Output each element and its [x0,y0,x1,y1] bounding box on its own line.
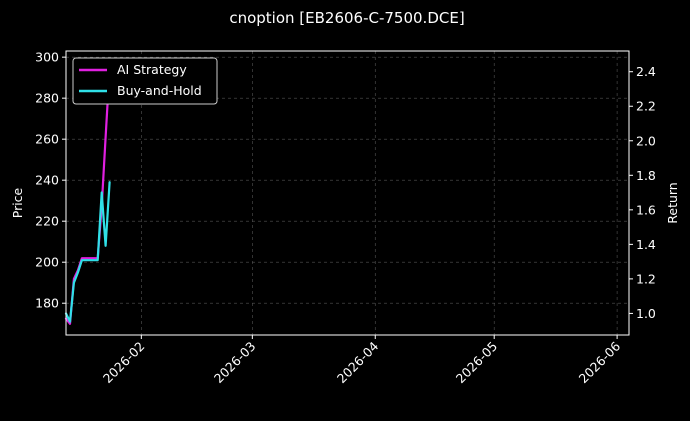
legend-box [72,57,218,105]
legend-label-buy-and-hold: Buy-and-Hold [117,83,202,98]
series-layer [64,67,111,325]
legend-label-ai-strategy: AI Strategy [117,62,187,77]
y-axis-right-label: Return [665,182,680,223]
grid [66,51,629,335]
series-line-buy-and-hold [64,181,111,323]
y-right-tick-label-2.2: 2.2 [636,99,656,114]
chart-title: cnoption [EB2606-C-7500.DCE] [229,9,464,27]
y-right-tick-label-1.4: 1.4 [636,237,656,252]
y-right-tick-label-1.8: 1.8 [636,168,656,183]
y-right-tick-label-1.0: 1.0 [636,306,656,321]
y-right-tick-label-1.2: 1.2 [636,271,656,286]
y-right-tick-label-1.6: 1.6 [636,202,656,217]
y-right-tick-label-2.0: 2.0 [636,133,656,148]
y-axis-left-label: Price [10,187,25,218]
legend: AI Strategy Buy-and-Hold [72,57,218,105]
plot-frame [65,50,630,336]
y-left-tick-label-180: 180 [35,296,59,311]
y-left-tick-label-280: 280 [35,91,59,106]
y-left-tick-label-220: 220 [35,214,59,229]
y-left-tick-label-240: 240 [35,173,59,188]
y-right-tick-label-2.4: 2.4 [636,64,656,79]
y-left-tick-label-260: 260 [35,132,59,147]
y-left-tick-label-200: 200 [35,255,59,270]
y-left-tick-label-300: 300 [35,50,59,65]
